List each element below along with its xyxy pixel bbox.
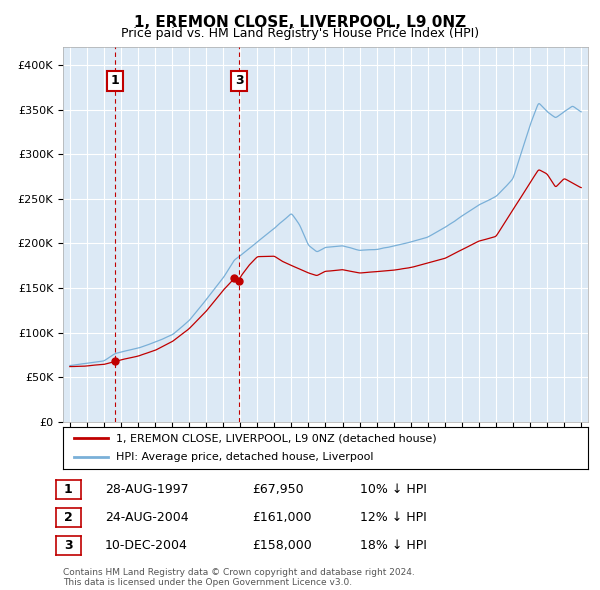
Text: 1, EREMON CLOSE, LIVERPOOL, L9 0NZ: 1, EREMON CLOSE, LIVERPOOL, L9 0NZ	[134, 15, 466, 30]
Text: HPI: Average price, detached house, Liverpool: HPI: Average price, detached house, Live…	[115, 452, 373, 462]
Text: 12% ↓ HPI: 12% ↓ HPI	[360, 511, 427, 524]
Text: 28-AUG-1997: 28-AUG-1997	[105, 483, 188, 496]
Text: Contains HM Land Registry data © Crown copyright and database right 2024.
This d: Contains HM Land Registry data © Crown c…	[63, 568, 415, 587]
Text: 24-AUG-2004: 24-AUG-2004	[105, 511, 188, 524]
Text: 1: 1	[64, 483, 73, 496]
Text: 3: 3	[235, 74, 244, 87]
Text: Price paid vs. HM Land Registry's House Price Index (HPI): Price paid vs. HM Land Registry's House …	[121, 27, 479, 40]
Text: £67,950: £67,950	[252, 483, 304, 496]
Text: 10-DEC-2004: 10-DEC-2004	[105, 539, 188, 552]
Text: £158,000: £158,000	[252, 539, 312, 552]
Text: 18% ↓ HPI: 18% ↓ HPI	[360, 539, 427, 552]
Text: 3: 3	[64, 539, 73, 552]
Text: £161,000: £161,000	[252, 511, 311, 524]
Text: 1, EREMON CLOSE, LIVERPOOL, L9 0NZ (detached house): 1, EREMON CLOSE, LIVERPOOL, L9 0NZ (deta…	[115, 434, 436, 444]
Text: 2: 2	[64, 511, 73, 524]
Text: 10% ↓ HPI: 10% ↓ HPI	[360, 483, 427, 496]
Text: 1: 1	[110, 74, 119, 87]
